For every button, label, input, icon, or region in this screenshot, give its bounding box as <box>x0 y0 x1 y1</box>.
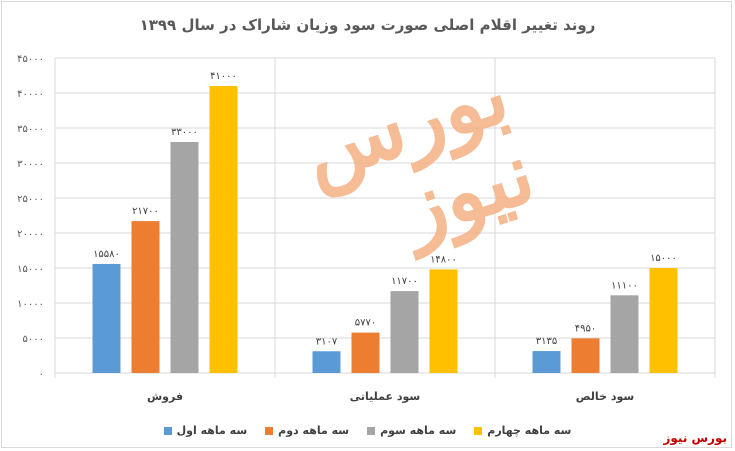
data-label: ۳۱۳۵ <box>536 336 557 347</box>
bar <box>610 295 639 373</box>
data-label: ۳۱۰۷ <box>316 336 338 347</box>
bar <box>429 269 458 373</box>
bar <box>131 221 160 373</box>
legend-swatch <box>265 426 274 435</box>
bar <box>390 291 419 373</box>
y-tick-label: ۳۵۰۰۰ <box>17 124 44 135</box>
category-label: سود خالص <box>576 390 634 403</box>
legend-swatch <box>367 426 376 435</box>
brand-label: بورس نیوز <box>663 431 727 445</box>
data-label: ۴۹۵۰ <box>575 323 596 334</box>
y-tick-label: ۲۵۰۰۰ <box>17 194 44 205</box>
y-tick-label: ۰ <box>39 369 44 380</box>
bar <box>532 351 561 373</box>
legend-swatch <box>163 426 172 435</box>
bar <box>351 332 380 373</box>
legend-item: سه ماهه سوم <box>367 424 456 437</box>
y-tick-label: ۴۰۰۰۰ <box>17 89 44 100</box>
legend-item: سه ماهه چهارم <box>474 424 571 437</box>
legend-item: سه ماهه اول <box>163 424 248 437</box>
bar <box>649 268 678 373</box>
chart-title: روند تغییر اقلام اصلی صورت سود وزیان شار… <box>139 16 596 34</box>
data-label: ۲۱۷۰۰ <box>132 206 159 217</box>
data-label: ۱۱۷۰۰ <box>391 276 418 287</box>
y-axis-tick-labels: ۰ ۵۰۰۰ ۱۰۰۰۰ ۱۵۰۰۰ ۲۰۰۰۰ ۲۵۰۰۰ ۳۰۰۰۰ ۳۵۰۰۰ ۴۰۰۰۰… <box>17 54 44 380</box>
y-tick-label: ۱۰۰۰۰ <box>17 299 44 310</box>
gridlines <box>54 57 716 378</box>
y-tick-label: ۲۰۰۰۰ <box>17 229 44 240</box>
legend-label: سه ماهه سوم <box>380 424 457 437</box>
legend-label: سه ماهه چهارم <box>487 424 572 437</box>
y-tick-label: ۴۵۰۰۰ <box>17 54 44 65</box>
bar <box>312 351 341 373</box>
legend-label: سه ماهه اول <box>176 424 248 437</box>
legend-label: سه ماهه دوم <box>278 424 350 437</box>
chart-legend: سه ماهه اول سه ماهه دوم سه ماهه سوم سه ماهه… <box>0 424 735 437</box>
y-tick-label: ۳۰۰۰۰ <box>17 159 44 170</box>
category-label: سود عملیاتی <box>350 390 420 403</box>
data-label: ۳۳۰۰۰ <box>171 127 198 138</box>
data-label: ۱۵۵۸۰ <box>93 249 120 260</box>
bars <box>92 86 678 373</box>
x-axis-category-labels: فروش سود عملیاتی سود خالص <box>147 390 634 403</box>
legend-item: سه ماهه دوم <box>265 424 349 437</box>
category-label: فروش <box>147 390 183 403</box>
data-label: ۴۱۰۰۰ <box>210 71 237 82</box>
data-label: ۱۴۸۰۰ <box>430 254 457 265</box>
bar <box>209 86 238 373</box>
data-label: ۵۷۷۰ <box>355 318 376 329</box>
y-tick-label: ۵۰۰۰ <box>23 334 44 345</box>
bar <box>92 263 121 373</box>
data-label: ۱۵۰۰۰ <box>650 253 677 264</box>
data-labels: ۱۵۵۸۰ ۲۱۷۰۰ ۳۳۰۰۰ ۴۱۰۰۰ ۳۱۰۷ ۵۷۷۰ ۱۱۷۰۰ ۱۴۸۰۰ ۳۱… <box>93 71 677 347</box>
bar <box>571 338 600 373</box>
y-tick-label: ۱۵۰۰۰ <box>17 264 44 275</box>
legend-swatch <box>474 426 483 435</box>
bar <box>170 142 199 373</box>
data-label: ۱۱۱۰۰ <box>611 280 638 291</box>
